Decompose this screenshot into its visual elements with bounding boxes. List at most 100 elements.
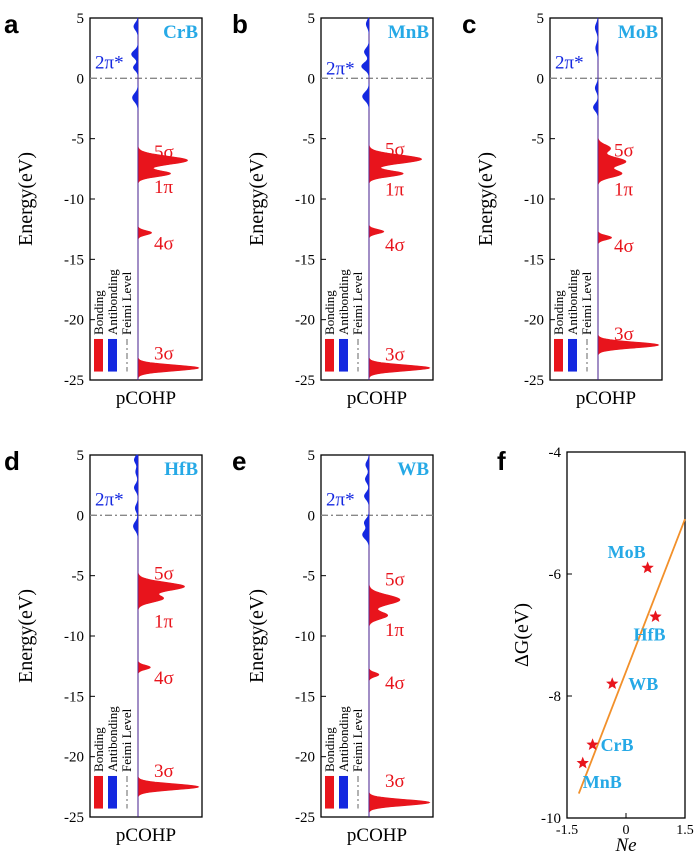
x-tick-label: -1.5 bbox=[556, 823, 578, 838]
data-point-star bbox=[586, 738, 599, 751]
legend-label: Feimi Level bbox=[119, 271, 134, 335]
data-point-label: CrB bbox=[601, 735, 634, 755]
bonding-pcohp-area bbox=[137, 18, 200, 381]
y-tick-label: -5 bbox=[303, 132, 316, 148]
orbital-label: 1π bbox=[154, 612, 174, 633]
legend-label: Feimi Level bbox=[119, 708, 134, 772]
legend-label: Antibonding bbox=[336, 269, 351, 335]
data-point-label: HfB bbox=[633, 625, 665, 645]
y-axis-label: Energy(eV) bbox=[246, 589, 268, 683]
y-tick-label: -10 bbox=[295, 192, 315, 208]
data-point-label: WB bbox=[628, 674, 658, 694]
orbital-label: 4σ bbox=[614, 236, 634, 257]
orbital-label: 2π* bbox=[326, 59, 355, 80]
y-tick-label: -5 bbox=[532, 132, 545, 148]
legend-label: Feimi Level bbox=[579, 271, 594, 335]
y-tick-label: -20 bbox=[524, 313, 544, 329]
orbital-label: 2π* bbox=[326, 490, 355, 511]
compound-title: CrB bbox=[163, 22, 198, 43]
y-tick-label: -6 bbox=[549, 567, 562, 583]
compound-title: MnB bbox=[388, 22, 430, 43]
legend-swatch-bonding bbox=[94, 338, 103, 372]
data-point-star bbox=[606, 677, 619, 690]
y-tick-label: 0 bbox=[77, 71, 85, 87]
y-tick-label: -20 bbox=[64, 313, 84, 329]
orbital-label: 3σ bbox=[154, 761, 174, 782]
y-tick-label: -5 bbox=[303, 569, 316, 585]
y-tick-label: 5 bbox=[537, 11, 545, 27]
y-tick-label: -15 bbox=[64, 252, 84, 268]
data-point-label: MoB bbox=[608, 542, 646, 562]
y-tick-label: 0 bbox=[308, 508, 316, 524]
y-tick-label: -15 bbox=[295, 689, 315, 705]
x-axis-label: pCOHP bbox=[576, 388, 636, 409]
fit-line bbox=[577, 518, 686, 794]
panel-letter-e: e bbox=[232, 446, 246, 476]
y-tick-label: 5 bbox=[77, 448, 85, 464]
y-axis-label: Energy(eV) bbox=[475, 152, 497, 246]
y-tick-label: -15 bbox=[524, 252, 544, 268]
y-tick-label: 0 bbox=[308, 71, 316, 87]
orbital-label: 3σ bbox=[385, 345, 405, 366]
y-tick-label: -25 bbox=[64, 373, 84, 389]
legend-label: Antibonding bbox=[105, 269, 120, 335]
legend-label: Bonding bbox=[91, 727, 106, 772]
legend-swatch-antibonding bbox=[108, 775, 117, 809]
y-tick-label: -20 bbox=[295, 750, 315, 766]
y-tick-label: -20 bbox=[295, 313, 315, 329]
y-tick-label: -4 bbox=[549, 445, 562, 461]
data-point-star bbox=[649, 610, 662, 622]
orbital-label: 5σ bbox=[154, 563, 174, 584]
legend-label: Bonding bbox=[91, 290, 106, 335]
pcohp-panel-crb: 5 0 -5 -10 -15 -20 -25 Energy(eV) pCOHP CrB 2π* 5σ 1… bbox=[15, 11, 203, 409]
y-tick-label: -25 bbox=[64, 810, 84, 826]
legend-swatch-antibonding bbox=[339, 338, 348, 372]
y-axis-label: Energy(eV) bbox=[15, 152, 37, 246]
legend-label: Bonding bbox=[322, 727, 337, 772]
orbital-label: 4σ bbox=[385, 235, 405, 256]
y-tick-label: -25 bbox=[295, 810, 315, 826]
y-tick-label: -10 bbox=[64, 192, 84, 208]
orbital-label: 1π bbox=[154, 177, 174, 198]
antibonding-pcohp-area bbox=[131, 17, 139, 380]
orbital-label: 4σ bbox=[154, 234, 174, 255]
orbital-label: 5σ bbox=[385, 140, 405, 161]
orbital-label: 1π bbox=[614, 179, 634, 200]
y-tick-label: -10 bbox=[295, 629, 315, 645]
legend-label: Antibonding bbox=[105, 706, 120, 772]
y-axis-label: Energy(eV) bbox=[246, 152, 268, 246]
y-tick-label: -15 bbox=[295, 252, 315, 268]
panel-letter-b: b bbox=[232, 9, 248, 39]
orbital-label: 5σ bbox=[614, 141, 634, 162]
compound-title: WB bbox=[397, 459, 429, 480]
y-tick-label: -20 bbox=[64, 750, 84, 766]
orbital-label: 2π* bbox=[555, 53, 584, 74]
y-axis-label: Energy(eV) bbox=[15, 589, 37, 683]
compound-title: MoB bbox=[618, 22, 658, 43]
x-tick-label: 0 bbox=[623, 823, 630, 838]
y-tick-label: -10 bbox=[64, 629, 84, 645]
x-axis-label: pCOHP bbox=[347, 825, 407, 846]
x-tick-label: 1.5 bbox=[676, 823, 694, 838]
y-axis-label: ΔG(eV) bbox=[511, 603, 533, 667]
orbital-label: 1π bbox=[385, 620, 405, 641]
y-tick-label: 5 bbox=[308, 11, 316, 27]
orbital-label: 3σ bbox=[385, 771, 405, 792]
antibonding-pcohp-area bbox=[361, 17, 370, 380]
orbital-label: 2π* bbox=[95, 490, 124, 511]
scatter-panel-dg-vs-ne: -4 -6 -8 -10-1.5 0 1.5 ΔG(eV) Ne MoB HfB WB CrB MnB bbox=[511, 445, 694, 856]
y-tick-label: -25 bbox=[524, 373, 544, 389]
data-point-star bbox=[576, 756, 589, 769]
legend-label: Feimi Level bbox=[350, 708, 365, 772]
x-axis-label: pCOHP bbox=[347, 388, 407, 409]
y-tick-label: -5 bbox=[72, 132, 85, 148]
legend-swatch-bonding bbox=[325, 338, 334, 372]
y-tick-label: -5 bbox=[72, 569, 85, 585]
antibonding-pcohp-area bbox=[362, 454, 370, 817]
legend-swatch-antibonding bbox=[568, 338, 577, 372]
legend-swatch-antibonding bbox=[108, 338, 117, 372]
data-point-star bbox=[641, 561, 654, 574]
orbital-label: 4σ bbox=[154, 668, 174, 689]
pcohp-panel-wb: 5 0 -5 -10 -15 -20 -25 Energy(eV) pCOHP WB 2π* 5σ 1π… bbox=[246, 448, 434, 846]
